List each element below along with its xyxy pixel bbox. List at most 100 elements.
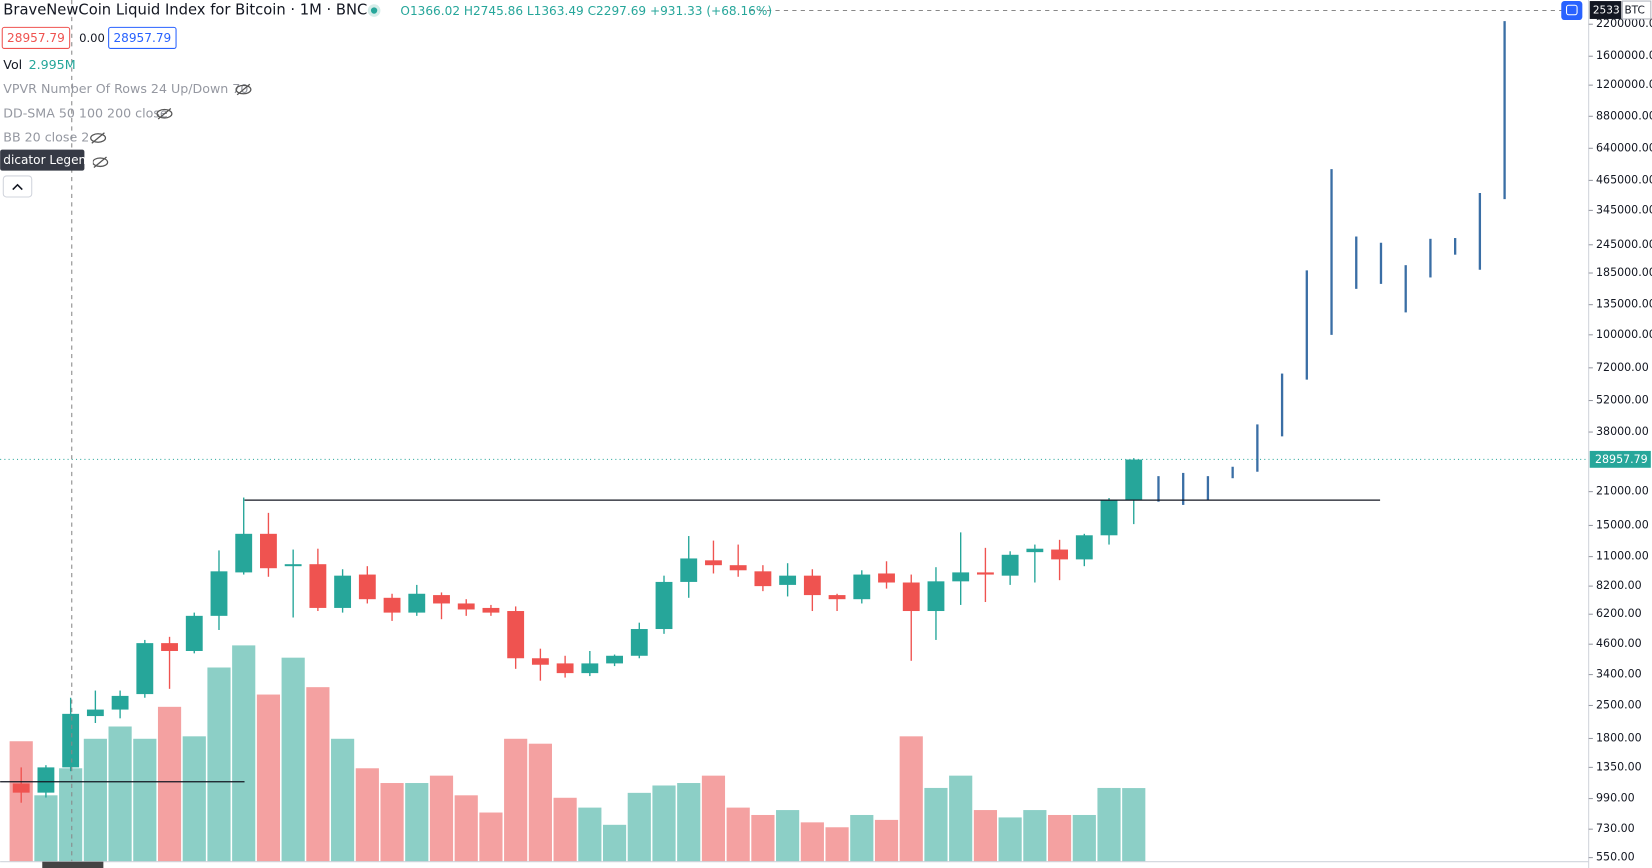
volume-pane [9,645,1146,862]
candle-body [606,655,623,664]
candle-body [630,629,648,656]
candle-body [507,611,525,659]
candle-body [161,643,178,651]
y-tick-label: 345000.00 [1596,203,1652,216]
last-price-label: 28957.79 [1595,453,1648,466]
y-tick-label: 730.00 [1596,822,1635,835]
volume-bar [281,657,305,862]
volume-bar [405,783,429,862]
volume-bar [652,785,676,862]
status-dot-inner [370,7,378,14]
y-tick-label: 1200000.00 [1596,78,1652,91]
y-tick-label: 135000.00 [1596,298,1652,311]
volume-bar [232,645,256,862]
last-price-box [1589,450,1651,468]
volume-bar [800,822,824,862]
eye-slash [93,156,107,168]
collapse-button[interactable] [2,175,33,198]
volume-bar [726,807,750,862]
eye-icon[interactable] [235,84,252,95]
volume-value: 2.995M [29,57,76,72]
eye-slash [236,83,251,96]
candle-body [136,643,154,695]
candle-body [1075,535,1093,560]
candle-body [878,573,895,583]
candle-body [655,581,673,630]
volume-bar [602,824,627,862]
candle-body [853,574,871,600]
volume-bar [355,768,379,862]
volume-bar [825,827,849,862]
sync-button[interactable] [1561,1,1583,21]
eye-icon[interactable] [156,108,173,119]
candle-body [1125,459,1143,501]
y-tick-label: 185000.00 [1596,266,1652,279]
time-axis-marker [42,861,104,868]
volume-bar [256,694,281,862]
candle-body [383,597,401,613]
candle-body [185,615,203,651]
y-tick-label: 21000.00 [1596,485,1649,498]
y-tick-label: 550.00 [1596,851,1635,864]
volume-bar [1072,814,1096,862]
volume-bar [1122,788,1146,862]
currency-label: BTC [1624,5,1644,17]
candle-body [210,571,228,616]
candle-body [1001,554,1019,576]
y-tick-label: 640000.00 [1596,141,1652,154]
eye-icons [90,83,252,168]
candle-body [111,695,129,710]
eye-icon[interactable] [90,133,107,143]
y-tick-label: 245000.00 [1596,238,1652,251]
y-tick-label: 2500.00 [1596,698,1642,711]
volume-bar [331,738,355,862]
price-pane [0,21,1589,803]
candle-body [334,575,352,608]
y-tick-label: 2200000.00 [1596,17,1652,30]
y-tick-label: 3400.00 [1596,668,1642,681]
candle-body [680,558,698,582]
volume-bar [627,792,651,862]
volume-bar [157,706,182,862]
crosshair-price-box [1589,1,1622,19]
candle-body [729,565,747,571]
tooltip-text: dicator Legend [3,153,94,167]
y-tick-label: 52000.00 [1596,394,1649,407]
candle-body [976,572,994,575]
y-tick-label: 465000.00 [1596,173,1652,186]
crosshair-price: 2533 [1593,5,1620,17]
volume-bar [998,817,1022,862]
candle-body [309,564,327,608]
candle-body [260,533,277,569]
volume-bar [34,795,58,862]
volume-bar [182,736,206,862]
y-tick-label: 15000.00 [1596,518,1649,531]
y-tick-label: 880000.00 [1596,109,1652,122]
y-tick-label: 1600000.00 [1596,49,1652,62]
volume-bar [1097,787,1121,862]
y-tick-label: 990.00 [1596,792,1635,805]
volume-bar [578,807,602,862]
y-tick-label: 100000.00 [1596,328,1652,341]
volume-bar [380,783,404,862]
candle-body [1051,549,1069,560]
volume-bar [1023,810,1047,862]
volume-bar [59,768,83,862]
eye-icon[interactable] [92,157,109,168]
y-tick-label: 6200.00 [1596,607,1642,620]
volume-bar [899,736,923,862]
candle-body [1100,500,1118,536]
candle-body [927,581,945,612]
candle-body [86,709,104,717]
eye-slash [157,108,172,120]
candle-body [952,572,970,582]
volume-bar [1047,814,1072,862]
y-tick-label: 8200.00 [1596,579,1642,592]
volume-bar [751,814,775,862]
candle-body [705,560,722,566]
eye-slash [91,132,105,144]
candle-body [803,575,821,596]
ohlc-values: O1366.02 H2745.86 L1363.49 C2297.69 +931… [400,4,772,18]
volume-label: Vol [3,57,22,72]
candle-body [457,603,475,610]
